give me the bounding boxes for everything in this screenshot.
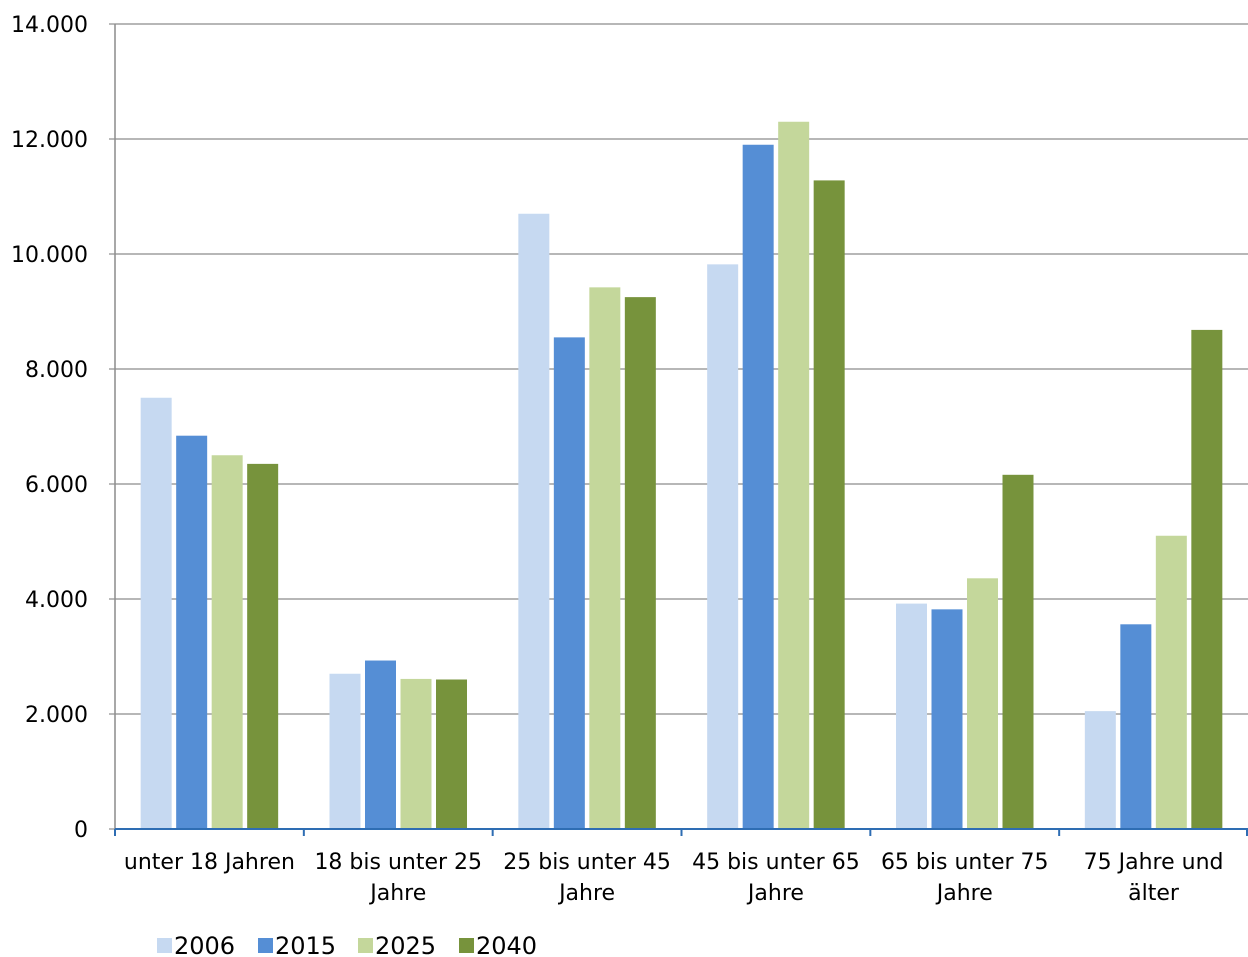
bar-2006-5: [1084, 711, 1116, 829]
bar-2040-4: [1002, 474, 1034, 829]
y-tick-label: 12.000: [11, 128, 88, 153]
x-category-label: 75 Jahre und älter: [1084, 850, 1224, 906]
bar-2025-1: [400, 678, 432, 829]
bar-2040-5: [1191, 329, 1223, 829]
legend-label-2025: 2025: [375, 932, 436, 957]
y-tick-label: 4.000: [25, 588, 88, 613]
bar-2006-3: [707, 264, 739, 830]
bar-2015-3: [742, 144, 774, 829]
bar-2006-2: [518, 213, 550, 829]
x-axis-category-labels: unter 18 Jahren 18 bis unter 25 Jahre 25 bi…: [124, 850, 1224, 906]
bar-2040-2: [624, 297, 656, 829]
bar-2015-4: [931, 609, 963, 829]
y-tick-label: 6.000: [25, 473, 88, 498]
bar-2025-4: [967, 578, 998, 829]
legend-swatch-2040: [459, 938, 474, 953]
axes: [114, 24, 1248, 836]
y-tick-label: 0: [74, 818, 88, 843]
bar-2040-3: [813, 180, 845, 829]
bar-2006-1: [329, 673, 361, 829]
bar-2015-5: [1120, 624, 1152, 829]
x-category-label: 45 bis unter 65 Jahre: [692, 850, 860, 906]
legend-label-2006: 2006: [174, 932, 235, 957]
bar-2006-4: [896, 603, 927, 829]
bar-2015-0: [176, 435, 208, 829]
bars: [140, 121, 1223, 830]
x-category-label: 18 bis unter 25 Jahre: [314, 850, 482, 906]
y-tick-label: 14.000: [11, 13, 88, 38]
y-axis-tick-labels: 0 2.000 4.000 6.000 8.000 10.000 12.000 14.000: [11, 13, 88, 843]
x-category-label: unter 18 Jahren: [124, 850, 295, 875]
y-tick-label: 8.000: [25, 358, 88, 383]
bar-2006-0: [140, 397, 172, 829]
x-category-label: 25 bis unter 45 Jahre: [503, 850, 671, 906]
y-tick-label: 10.000: [11, 243, 88, 268]
legend-label-2015: 2015: [275, 932, 336, 957]
legend-label-2040: 2040: [476, 932, 537, 957]
bar-2015-1: [365, 660, 396, 829]
bar-2025-3: [778, 121, 810, 829]
bar-2025-0: [211, 455, 243, 829]
x-category-label: 65 bis unter 75 Jahre: [881, 850, 1049, 906]
legend-swatch-2015: [258, 938, 273, 953]
bar-2040-0: [247, 463, 279, 829]
bar-2025-2: [589, 287, 621, 830]
bar-2040-1: [436, 679, 467, 829]
bar-2015-2: [553, 337, 585, 829]
legend-swatch-2006: [157, 938, 172, 953]
legend-swatch-2025: [358, 938, 373, 953]
grid-lines: [109, 23, 1248, 830]
legend: 2006 2015 2025 2040: [157, 932, 537, 957]
bar-2025-5: [1155, 535, 1187, 829]
y-tick-label: 2.000: [25, 703, 88, 728]
